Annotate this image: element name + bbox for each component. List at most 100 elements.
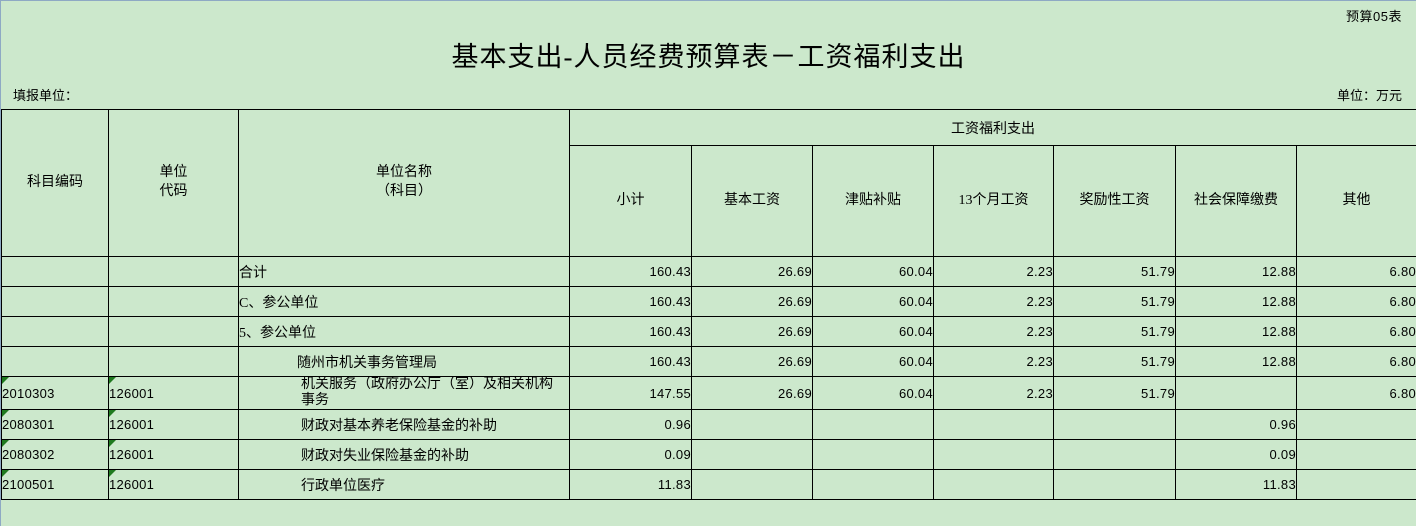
cell-social[interactable] [1175,375,1297,411]
table-row[interactable]: 5、参公单位 160.43 26.69 60.04 2.23 51.79 12.88 6.80 [1,316,1416,347]
cell-basic[interactable]: 26.69 [691,286,813,317]
cell-basic[interactable]: 26.69 [691,316,813,347]
cell-unit_code[interactable] [108,316,239,347]
cell-basic[interactable]: 26.69 [691,256,813,287]
cell-unit_code[interactable]: 126001 [108,439,239,471]
cell-name[interactable]: 机关服务（政府办公厅（室）及相关机构事务 [238,375,570,411]
cell-name[interactable]: 随州市机关事务管理局 [238,346,570,377]
table-row[interactable]: 合计 160.43 26.69 60.04 2.23 51.79 12.88 6.80 [1,256,1416,287]
cell-subtotal[interactable]: 160.43 [569,256,692,287]
header-subtotal: 小计 [569,145,692,257]
cell-code[interactable]: 2080302 [1,439,109,471]
cell-incentive[interactable] [1053,469,1176,501]
header-13th-month-salary: 13个月工资 [933,145,1054,257]
table-row[interactable]: 2080301 126001 财政对基本养老保险基金的补助 0.96 0.96 [1,409,1416,441]
cell-m13[interactable]: 2.23 [933,256,1054,287]
cell-code[interactable]: 2100501 [1,469,109,501]
cell-other[interactable]: 6.80 [1295,346,1416,377]
cell-allowance[interactable]: 60.04 [812,316,934,347]
cell-other[interactable]: 6.80 [1295,375,1416,411]
cell-social[interactable]: 0.09 [1175,439,1297,471]
cell-subtotal[interactable]: 160.43 [569,286,692,317]
cell-unit_code[interactable] [108,286,239,317]
cell-other[interactable] [1295,469,1416,501]
cell-m13[interactable] [933,409,1054,441]
cell-incentive[interactable]: 51.79 [1053,346,1176,377]
header-row-group: 科目编码 单位 代码 单位名称 （科目） 工资福利支出 [1,109,1416,257]
cell-subtotal[interactable]: 160.43 [569,316,692,347]
cell-unit_code[interactable] [108,346,239,377]
header-row-columns: 小计 基本工资 津贴补贴 13个月工资 奖励性工资 社会保障缴费 其他 [2,145,1416,257]
cell-name[interactable]: 合计 [238,256,570,287]
cell-m13[interactable]: 2.23 [933,346,1054,377]
cell-basic[interactable] [691,469,813,501]
budget-table: 科目编码 单位 代码 单位名称 （科目） 工资福利支出 小计 基本工资 津贴补贴… [1,109,1416,501]
cell-allowance[interactable] [812,409,934,441]
cell-allowance[interactable]: 60.04 [812,286,934,317]
cell-basic[interactable]: 26.69 [691,375,813,411]
header-social-security: 社会保障缴费 [1175,145,1297,257]
cell-other[interactable]: 6.80 [1295,286,1416,317]
header-group-salary-welfare: 工资福利支出 [568,109,1416,146]
currency-unit-label: 单位：万元 [1336,87,1402,103]
cell-unit_code[interactable]: 126001 [108,409,239,441]
cell-incentive[interactable] [1053,409,1176,441]
cell-code[interactable]: 2010303 [1,375,109,411]
cell-incentive[interactable]: 51.79 [1053,286,1176,317]
cell-basic[interactable] [691,409,813,441]
header-unit-code-line2: 代码 [159,184,188,199]
cell-social[interactable]: 12.88 [1175,316,1297,347]
cell-code[interactable] [1,346,109,377]
cell-other[interactable]: 6.80 [1295,316,1416,347]
cell-unit_code[interactable]: 126001 [108,469,239,501]
table-row[interactable]: C、参公单位 160.43 26.69 60.04 2.23 51.79 12.88 6.80 [1,286,1416,317]
cell-subtotal[interactable]: 0.09 [569,439,692,471]
cell-incentive[interactable]: 51.79 [1053,375,1176,411]
cell-subtotal[interactable]: 160.43 [569,346,692,377]
cell-social[interactable]: 12.88 [1175,346,1297,377]
cell-unit_code[interactable] [108,256,239,287]
cell-m13[interactable]: 2.23 [933,316,1054,347]
cell-allowance[interactable]: 60.04 [812,256,934,287]
cell-code[interactable] [1,286,109,317]
cell-subtotal[interactable]: 147.55 [569,375,692,411]
cell-other[interactable] [1295,409,1416,441]
cell-subtotal[interactable]: 11.83 [569,469,692,501]
table-row[interactable]: 随州市机关事务管理局 160.43 26.69 60.04 2.23 51.79 12.88… [1,346,1416,377]
cell-m13[interactable] [933,469,1054,501]
cell-social[interactable]: 0.96 [1175,409,1297,441]
cell-incentive[interactable]: 51.79 [1053,316,1176,347]
cell-code[interactable] [1,316,109,347]
cell-subtotal[interactable]: 0.96 [569,409,692,441]
cell-m13[interactable]: 2.23 [933,286,1054,317]
header-subject-code: 科目编码 [1,109,109,257]
cell-name[interactable]: 行政单位医疗 [238,469,570,501]
table-row[interactable]: 2100501 126001 行政单位医疗 11.83 11.83 [1,469,1416,501]
cell-allowance[interactable]: 60.04 [812,346,934,377]
cell-unit_code[interactable]: 126001 [108,375,239,411]
table-row[interactable]: 2080302 126001 财政对失业保险基金的补助 0.09 0.09 [1,439,1416,471]
cell-social[interactable]: 11.83 [1175,469,1297,501]
cell-name[interactable]: 财政对基本养老保险基金的补助 [238,409,570,441]
cell-code[interactable]: 2080301 [1,409,109,441]
cell-social[interactable]: 12.88 [1175,256,1297,287]
cell-basic[interactable]: 26.69 [691,346,813,377]
cell-other[interactable] [1295,439,1416,471]
cell-incentive[interactable]: 51.79 [1053,256,1176,287]
table-row[interactable]: 2010303 126001 机关服务（政府办公厅（室）及相关机构事务 147.55 2… [1,375,1416,411]
cell-basic[interactable] [691,439,813,471]
cell-code[interactable] [1,256,109,287]
cell-incentive[interactable] [1053,439,1176,471]
cell-social[interactable]: 12.88 [1175,286,1297,317]
cell-m13[interactable]: 2.23 [933,375,1054,411]
cell-other[interactable]: 6.80 [1295,256,1416,287]
cell-name[interactable]: 财政对失业保险基金的补助 [238,439,570,471]
cell-allowance[interactable] [812,439,934,471]
cell-allowance[interactable] [812,469,934,501]
cell-name[interactable]: C、参公单位 [238,286,570,317]
cell-m13[interactable] [933,439,1054,471]
page-title: 基本支出-人员经费预算表－工资福利支出 [451,41,966,72]
cell-allowance[interactable]: 60.04 [812,375,934,411]
cell-name[interactable]: 5、参公单位 [238,316,570,347]
